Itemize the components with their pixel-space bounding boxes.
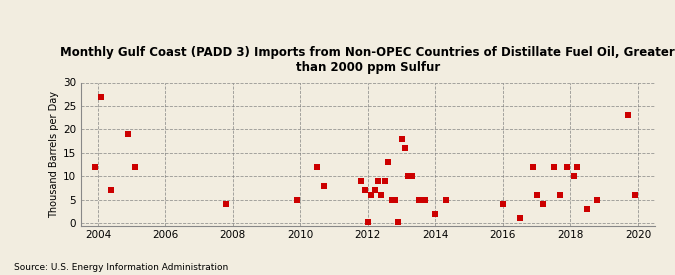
Point: [376, 193, 387, 197]
Point: [106, 188, 117, 192]
Point: [582, 207, 593, 211]
Point: [531, 193, 542, 197]
Point: [123, 132, 134, 136]
Point: [440, 197, 451, 202]
Point: [562, 165, 572, 169]
Point: [420, 197, 431, 202]
Point: [572, 165, 583, 169]
Point: [497, 202, 508, 207]
Point: [359, 188, 370, 192]
Point: [319, 183, 329, 188]
Point: [130, 165, 140, 169]
Point: [629, 193, 640, 197]
Point: [538, 202, 549, 207]
Point: [528, 165, 539, 169]
Point: [548, 165, 559, 169]
Point: [396, 137, 407, 141]
Point: [406, 174, 417, 178]
Point: [89, 165, 100, 169]
Point: [373, 179, 383, 183]
Point: [514, 216, 525, 221]
Point: [403, 174, 414, 178]
Point: [592, 197, 603, 202]
Point: [393, 219, 404, 224]
Point: [312, 165, 323, 169]
Point: [430, 211, 441, 216]
Point: [400, 146, 410, 150]
Point: [292, 197, 302, 202]
Y-axis label: Thousand Barrels per Day: Thousand Barrels per Day: [49, 90, 59, 218]
Point: [389, 197, 400, 202]
Point: [362, 219, 373, 224]
Point: [96, 94, 107, 99]
Text: Source: U.S. Energy Information Administration: Source: U.S. Energy Information Administ…: [14, 263, 227, 272]
Point: [369, 188, 380, 192]
Point: [622, 113, 633, 117]
Point: [383, 160, 394, 164]
Point: [413, 197, 424, 202]
Point: [386, 197, 397, 202]
Point: [568, 174, 579, 178]
Point: [555, 193, 566, 197]
Point: [356, 179, 367, 183]
Point: [379, 179, 390, 183]
Point: [366, 193, 377, 197]
Point: [221, 202, 232, 207]
Title: Monthly Gulf Coast (PADD 3) Imports from Non-OPEC Countries of Distillate Fuel O: Monthly Gulf Coast (PADD 3) Imports from…: [61, 46, 675, 74]
